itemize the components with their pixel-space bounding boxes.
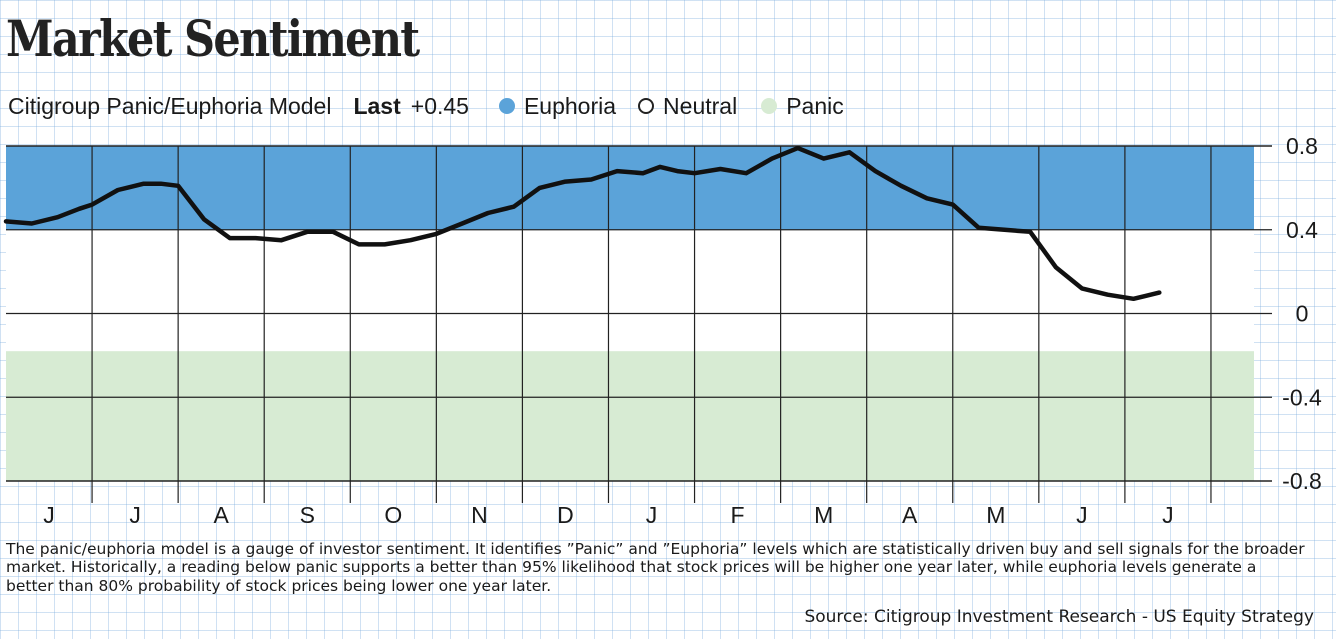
- legend-item-neutral: Neutral: [638, 93, 737, 120]
- sentiment-chart: 0.8 0.4 0 -0.4 -0.8 J J A S O N D J F M A M J J: [3, 133, 1322, 528]
- x-tick-label: N: [471, 502, 488, 528]
- panic-dot-icon: [761, 98, 778, 114]
- legend-label-panic: Panic: [786, 92, 844, 119]
- x-tick-label: J: [1162, 502, 1174, 528]
- x-tick-label: M: [814, 502, 833, 528]
- chart-title: Market Sentiment: [6, 9, 420, 68]
- x-tick-label: O: [384, 502, 402, 528]
- x-tick-label: J: [43, 502, 55, 528]
- x-tick-label: A: [214, 502, 230, 528]
- legend-item-panic: Panic: [761, 93, 844, 120]
- zone-panic: [6, 351, 1254, 481]
- chart-subtitle: Citigroup Panic/Euphoria Model: [8, 92, 332, 119]
- euphoria-dot-icon: [498, 98, 515, 114]
- y-tick-label: -0.8: [1282, 468, 1322, 494]
- legend-label-euphoria: Euphoria: [523, 92, 617, 119]
- last-value: +0.45: [410, 92, 469, 119]
- x-tick-label: F: [731, 502, 745, 528]
- footnote: The panic/euphoria model is a gauge of i…: [6, 540, 1305, 595]
- source-credit: Source: Citigroup Investment Research - …: [804, 607, 1314, 627]
- last-label: Last: [353, 92, 401, 119]
- x-tick-label: A: [902, 502, 918, 528]
- y-tick-label: -0.4: [1282, 384, 1322, 410]
- x-tick-label: J: [1076, 502, 1088, 528]
- series-line: [3, 145, 1162, 302]
- legend-label-neutral: Neutral: [663, 92, 738, 119]
- y-tick-label: 0.8: [1286, 133, 1318, 159]
- zone-euphoria: [6, 146, 1254, 230]
- x-tick-label: D: [557, 502, 574, 528]
- x-tick-label: J: [129, 502, 141, 528]
- neutral-circle-icon: [638, 98, 655, 114]
- legend-item-euphoria: Euphoria: [498, 92, 617, 120]
- x-tick-label: J: [646, 502, 658, 528]
- y-tick-label: 0.4: [1286, 217, 1318, 243]
- subtitle-row: Citigroup Panic/Euphoria Model Last +0.4…: [8, 90, 844, 122]
- y-tick-label: 0: [1296, 301, 1309, 327]
- x-tick-label: S: [300, 502, 315, 528]
- x-tick-label: M: [986, 502, 1005, 528]
